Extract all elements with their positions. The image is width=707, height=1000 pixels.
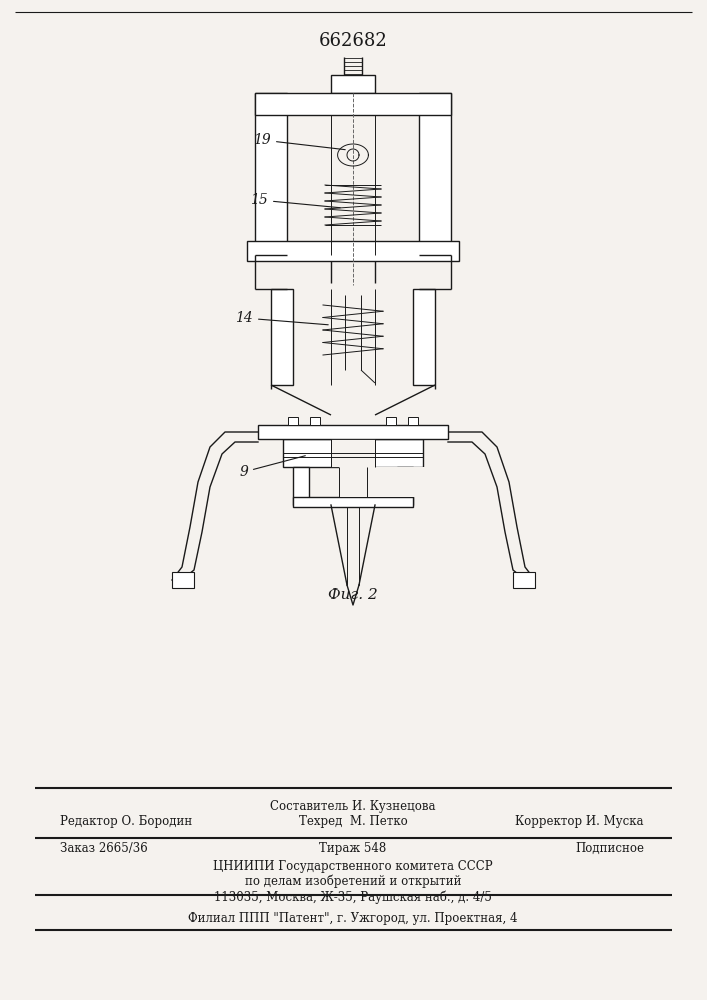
Bar [413, 289, 435, 385]
Bar [293, 467, 309, 505]
Bar [513, 572, 535, 588]
Text: 662682: 662682 [319, 32, 387, 50]
Bar [255, 93, 287, 255]
Bar [331, 75, 375, 93]
Bar [331, 439, 375, 467]
Bar [247, 241, 459, 261]
Bar [408, 417, 418, 425]
Bar [283, 439, 423, 467]
Text: 15: 15 [250, 193, 340, 208]
Bar [397, 467, 413, 505]
Bar [310, 417, 320, 425]
Bar [397, 467, 413, 505]
Text: Составитель И. Кузнецова: Составитель И. Кузнецова [270, 800, 436, 813]
Bar [247, 241, 459, 261]
Text: Фиг. 2: Фиг. 2 [328, 588, 378, 602]
Text: Филиал ППП "Патент", г. Ужгород, ул. Проектная, 4: Филиал ППП "Патент", г. Ужгород, ул. Про… [188, 912, 518, 925]
Text: Техред  М. Петко: Техред М. Петко [298, 815, 407, 828]
Bar [271, 289, 293, 385]
Text: Корректор И. Муска: Корректор И. Муска [515, 815, 644, 828]
Text: 9: 9 [239, 456, 305, 479]
Text: по делам изобретений и открытий: по делам изобретений и открытий [245, 875, 461, 888]
Text: 14: 14 [235, 311, 328, 325]
Bar [258, 425, 448, 439]
Text: Заказ 2665/36: Заказ 2665/36 [60, 842, 148, 855]
Text: Подписное: Подписное [575, 842, 644, 855]
Bar [172, 572, 194, 588]
Bar [288, 417, 298, 425]
Bar [339, 467, 431, 497]
Bar [293, 467, 309, 505]
Bar [386, 417, 396, 425]
Text: ЦНИИПИ Государственного комитета СССР: ЦНИИПИ Государственного комитета СССР [214, 860, 493, 873]
Bar [255, 93, 451, 115]
Bar [255, 93, 287, 255]
Bar [386, 417, 396, 425]
Bar [255, 93, 451, 115]
Bar [293, 497, 413, 507]
Bar [172, 572, 194, 588]
Bar [293, 497, 413, 507]
Bar [331, 75, 375, 93]
Bar [283, 439, 423, 467]
Bar [413, 289, 435, 385]
Text: Тираж 548: Тираж 548 [320, 842, 387, 855]
Bar [258, 425, 448, 439]
Text: 19: 19 [253, 133, 345, 150]
Bar [408, 417, 418, 425]
Bar [513, 572, 535, 588]
Text: Редактор О. Бородин: Редактор О. Бородин [60, 815, 192, 828]
Bar [310, 417, 320, 425]
Bar [419, 93, 451, 255]
Bar [271, 289, 293, 385]
Bar [288, 417, 298, 425]
Bar [419, 93, 451, 255]
Text: 113035, Москва, Ж-35, Раушская наб., д. 4/5: 113035, Москва, Ж-35, Раушская наб., д. … [214, 890, 492, 904]
